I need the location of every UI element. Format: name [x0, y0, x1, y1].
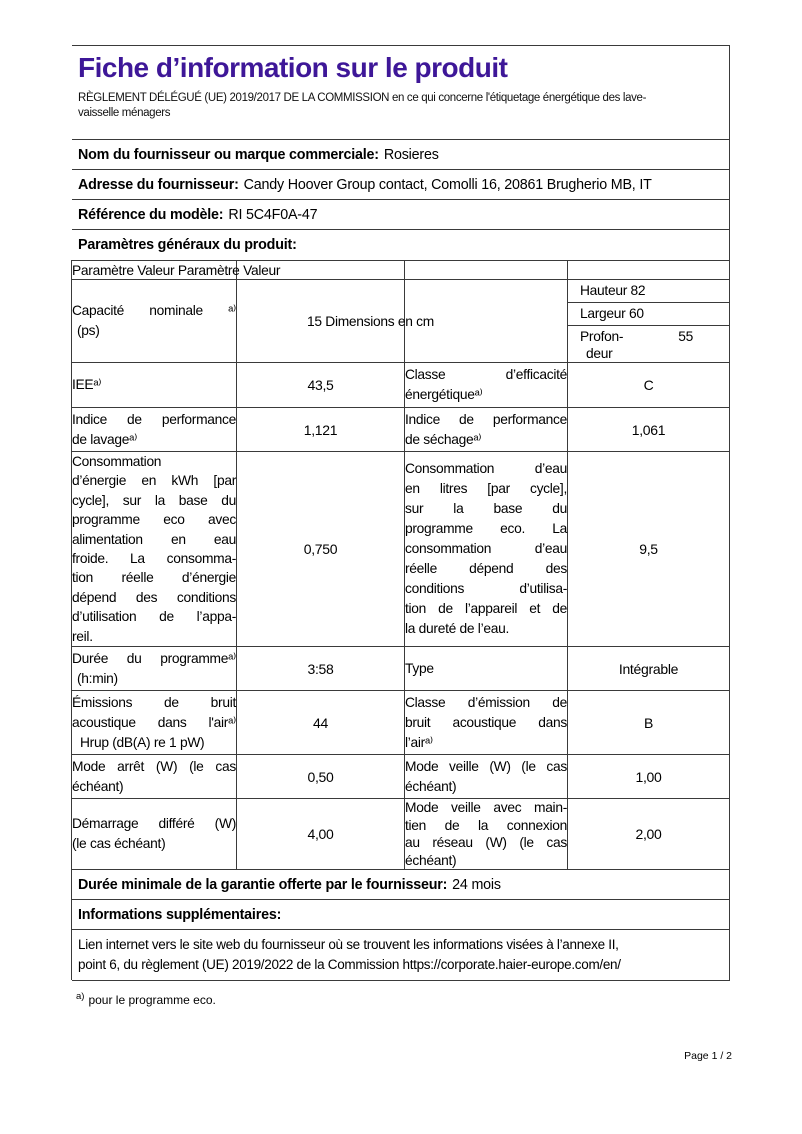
- program-duration-value: 3:58: [236, 646, 405, 692]
- standby-mode-value: 1,00: [567, 754, 730, 800]
- washing-index-value: 1,121: [236, 407, 405, 452]
- model-reference-row: Référence du modèle: RI 5C4F0A-47: [72, 200, 729, 230]
- warranty-label: Durée minimale de la garantie offerte pa…: [78, 876, 448, 893]
- delayed-start-value: 4,00: [236, 798, 405, 871]
- energy-consumption-label: Consommation d’énergie en kWh [par cycle],…: [72, 454, 236, 644]
- drying-index-label: Indice de performance de séchageᵃ⁾: [405, 411, 567, 447]
- parameters-table: Paramètre Valeur Paramètre Valeur Capaci…: [71, 260, 730, 871]
- water-consumption-label: Consommation d’eau en litres [par cycle],…: [405, 461, 567, 637]
- off-mode-label-cell: Mode arrêt (W) (le cas échéant): [71, 754, 237, 800]
- supplier-name-label: Nom du fournisseur ou marque commerciale…: [78, 146, 379, 163]
- energy-consumption-label-cell: Consommation d’énergie en kWh [par cycle],…: [71, 450, 237, 648]
- model-reference-label: Référence du modèle:: [78, 206, 224, 223]
- type-label: Type: [405, 660, 434, 676]
- footnote: a) pour le programme eco.: [76, 991, 216, 1007]
- water-consumption-value: 9,5: [567, 450, 730, 648]
- table-header-empty-cell-2: [404, 260, 568, 280]
- footnote-marker: a): [76, 991, 85, 1002]
- supplier-address-label: Adresse du fournisseur:: [78, 176, 239, 193]
- regulation-subtitle: RÈGLEMENT DÉLÉGUÉ (UE) 2019/2017 DE LA C…: [78, 91, 723, 121]
- dimension-depth-label-part1: Profon-: [580, 329, 624, 344]
- supplier-name-value: Rosieres: [383, 146, 439, 163]
- drying-index-value: 1,061: [567, 407, 730, 452]
- dimension-depth-label-part2: deur: [586, 346, 613, 361]
- standby-mode-label: Mode veille (W) (le cas échéant): [405, 758, 567, 794]
- dimension-height: Hauteur 82: [568, 280, 729, 303]
- supplier-name-row: Nom du fournisseur ou marque commerciale…: [72, 140, 729, 170]
- iee-label: IEEᵃ⁾: [72, 377, 102, 392]
- noise-emissions-value: 44: [236, 690, 405, 756]
- dimension-depth-value: 55: [678, 329, 693, 344]
- iee-row: IEEᵃ⁾ 43,5 Classe d’efficacité énergétiqu…: [71, 362, 730, 408]
- off-mode-label: Mode arrêt (W) (le cas échéant): [72, 758, 236, 794]
- supplier-address-value: Candy Hoover Group contact, Comolli 16, …: [243, 176, 652, 193]
- noise-row: Émissions de bruit acoustique dans l'airᵃ…: [71, 690, 730, 756]
- energy-class-value: C: [567, 362, 730, 408]
- regulation-subtitle-line1: RÈGLEMENT DÉLÉGUÉ (UE) 2019/2017 DE LA C…: [78, 92, 647, 104]
- model-reference-value: RI 5C4F0A-47: [228, 206, 318, 223]
- delayed-start-row: Démarrage différé (W) (le cas échéant) 4,…: [71, 798, 730, 871]
- bottom-section: Durée minimale de la garantie offerte pa…: [71, 870, 729, 981]
- program-duration-row: Durée du programmeᵃ⁾ (h:min) 3:58 Type In…: [71, 646, 730, 692]
- table-header-row: Paramètre Valeur Paramètre Valeur: [71, 260, 730, 280]
- capacity-label: Capacité nominale ᵃ⁾ (ps): [72, 303, 236, 338]
- dimensions-values-cell: Hauteur 82 Largeur 60 Profon- 55 deur: [567, 279, 730, 363]
- energy-consumption-value: 0,750: [236, 450, 405, 648]
- dimensions-spacer-cell: [404, 279, 568, 363]
- iee-value: 43,5: [236, 362, 405, 408]
- additional-info-heading-row: Informations supplémentaires:: [72, 900, 729, 931]
- capacity-label-cell: Capacité nominale ᵃ⁾ (ps): [71, 279, 237, 363]
- networked-standby-label-cell: Mode veille avec main-tien de la connexi…: [404, 798, 568, 871]
- supplier-link-line2: point 6, du règlement (UE) 2019/2022 de …: [78, 957, 621, 973]
- capacity-value-dimensions-label: 15 Dimensions en cm: [307, 313, 434, 329]
- water-consumption-label-cell: Consommation d’eau en litres [par cycle],…: [404, 450, 568, 648]
- washing-index-label-cell: Indice de performance de lavageᵃ⁾: [71, 407, 237, 452]
- delayed-start-label-cell: Démarrage différé (W) (le cas échéant): [71, 798, 237, 871]
- additional-info-heading: Informations supplémentaires:: [78, 906, 282, 923]
- type-value: Intégrable: [567, 646, 730, 692]
- dimension-depth: Profon- 55 deur: [568, 326, 729, 362]
- networked-standby-value: 2,00: [567, 798, 730, 871]
- general-parameters-heading-row: Paramètres généraux du produit:: [72, 230, 729, 260]
- warranty-value: 24 mois: [452, 876, 501, 893]
- regulation-subtitle-line2: vaisselle ménagers: [78, 107, 171, 119]
- energy-class-label: Classe d’efficacité énergétiqueᵃ⁾: [405, 367, 567, 402]
- off-mode-row: Mode arrêt (W) (le cas échéant) 0,50 Mode…: [71, 754, 730, 800]
- title-block: Fiche d’information sur le produit RÈGLE…: [72, 46, 729, 140]
- consumption-row: Consommation d’énergie en kWh [par cycle],…: [71, 450, 730, 648]
- general-parameters-heading: Paramètres généraux du produit:: [78, 237, 297, 253]
- program-duration-label-cell: Durée du programmeᵃ⁾ (h:min): [71, 646, 237, 692]
- warranty-row: Durée minimale de la garantie offerte pa…: [72, 870, 729, 901]
- supplier-link-row: Lien internet vers le site web du fourni…: [72, 930, 729, 980]
- drying-index-label-cell: Indice de performance de séchageᵃ⁾: [404, 407, 568, 452]
- iee-label-cell: IEEᵃ⁾: [71, 362, 237, 408]
- washing-index-label: Indice de performance de lavageᵃ⁾: [72, 411, 236, 447]
- capacity-dimensions-row: Capacité nominale ᵃ⁾ (ps) 15 Dimensions e…: [71, 279, 730, 363]
- noise-emissions-label: Émissions de bruit acoustique dans l'airᵃ…: [72, 694, 236, 750]
- off-mode-value: 0,50: [236, 754, 405, 800]
- page-number: Page 1 / 2: [684, 1050, 732, 1062]
- noise-class-label: Classe d’émission de bruit acoustique dan…: [405, 694, 567, 750]
- table-header-empty-cell-3: [567, 260, 730, 280]
- type-label-cell: Type: [404, 646, 568, 692]
- capacity-value-dimensions-cell: 15 Dimensions en cm: [236, 279, 434, 363]
- standby-mode-label-cell: Mode veille (W) (le cas échéant): [404, 754, 568, 800]
- supplier-address-row: Adresse du fournisseur: Candy Hoover Gro…: [72, 170, 729, 200]
- noise-class-value: B: [567, 690, 730, 756]
- page-title: Fiche d’information sur le produit: [78, 52, 508, 83]
- energy-class-label-cell: Classe d’efficacité énergétiqueᵃ⁾: [404, 362, 568, 408]
- noise-emissions-label-cell: Émissions de bruit acoustique dans l'airᵃ…: [71, 690, 237, 756]
- networked-standby-label: Mode veille avec main-tien de la connexi…: [405, 800, 567, 868]
- program-duration-label: Durée du programmeᵃ⁾ (h:min): [72, 650, 236, 686]
- product-fiche: Fiche d’information sur le produit RÈGLE…: [71, 45, 730, 982]
- noise-class-label-cell: Classe d’émission de bruit acoustique dan…: [404, 690, 568, 756]
- table-header-caption-cell: Paramètre Valeur Paramètre Valeur: [71, 260, 280, 280]
- dimension-width: Largeur 60: [568, 303, 729, 326]
- footnote-text: pour le programme eco.: [88, 993, 216, 1007]
- delayed-start-label: Démarrage différé (W) (le cas échéant): [72, 816, 236, 852]
- supplier-link-line1: Lien internet vers le site web du fourni…: [78, 937, 619, 953]
- performance-index-row: Indice de performance de lavageᵃ⁾ 1,121 I…: [71, 407, 730, 452]
- table-header-caption: Paramètre Valeur Paramètre Valeur: [72, 262, 281, 278]
